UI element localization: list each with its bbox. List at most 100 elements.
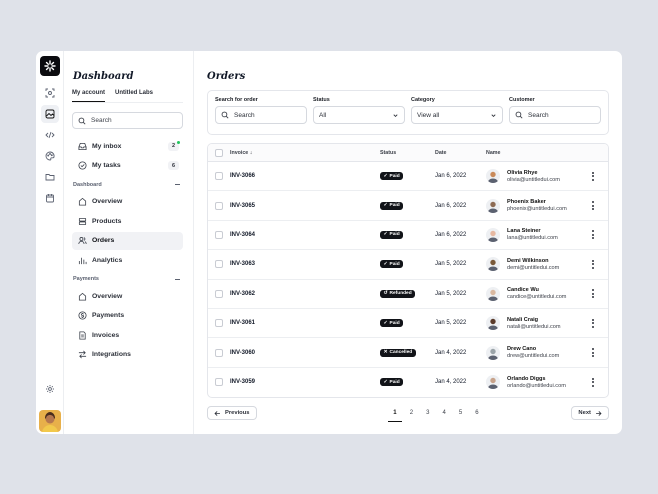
sidebar-item-payments[interactable]: Payments	[72, 307, 183, 325]
sidebar-item-my-tasks[interactable]: My tasks 6	[72, 157, 183, 175]
check-icon: ✓	[383, 203, 388, 209]
sidebar-item-products[interactable]: Products	[72, 212, 183, 230]
customer-email: phoenix@untitledui.com	[507, 206, 567, 213]
chevron-down-icon	[393, 113, 398, 117]
page-number[interactable]: 2	[409, 410, 414, 417]
more-options-icon[interactable]	[592, 259, 594, 269]
invoice-id: INV-3059	[230, 379, 256, 386]
order-date: Jan 6, 2022	[435, 231, 467, 238]
calendar-icon[interactable]	[41, 189, 59, 207]
filter-label: Status	[313, 97, 330, 103]
sidebar-item-label: Orders	[92, 237, 115, 244]
filter-label: Category	[411, 97, 435, 103]
sidebar-item-label: Products	[92, 217, 122, 225]
palette-icon[interactable]	[41, 147, 59, 165]
more-options-icon[interactable]	[592, 348, 594, 358]
invoice-id: INV-3065	[230, 202, 256, 209]
filter-customer: Customer Search	[509, 97, 601, 128]
arrow-right-icon	[596, 410, 602, 416]
folder-icon[interactable]	[41, 168, 59, 186]
section-header-payments[interactable]: Payments	[73, 276, 182, 282]
sidebar-item-overview[interactable]: Overview	[72, 193, 183, 211]
row-checkbox[interactable]	[215, 348, 223, 357]
sidebar-item-my-inbox[interactable]: My inbox 2	[72, 137, 183, 155]
column-header-invoice[interactable]: Invoice ↓	[230, 149, 253, 156]
page-number[interactable]: 3	[426, 410, 430, 417]
order-date: Jan 5, 2022	[435, 320, 467, 327]
row-checkbox[interactable]	[215, 172, 223, 181]
page-number[interactable]: 1	[387, 406, 403, 423]
table-row[interactable]: INV-3064 ✓ Paid Jan 6, 2022 Lana Steiner lana…	[208, 221, 608, 251]
more-options-icon[interactable]	[592, 201, 594, 211]
filter-status: Status All	[313, 97, 405, 128]
sidebar-item-orders[interactable]: Orders	[72, 231, 183, 250]
invoice-id: INV-3061	[230, 320, 256, 327]
page-number[interactable]: 6	[475, 410, 479, 417]
filter-category: Category View all	[411, 97, 503, 128]
more-options-icon[interactable]	[592, 289, 594, 299]
row-checkbox[interactable]	[215, 378, 223, 387]
integrations-icon	[77, 350, 87, 360]
image-icon[interactable]	[40, 105, 59, 123]
order-date: Jan 4, 2022	[435, 379, 467, 386]
select-all-checkbox[interactable]	[215, 148, 223, 157]
refund-icon: ↺	[383, 291, 388, 297]
row-checkbox[interactable]	[215, 201, 223, 210]
column-header-name: Name	[486, 149, 501, 156]
order-date: Jan 5, 2022	[435, 290, 467, 297]
table-row[interactable]: INV-3060 ✕ Cancelled Jan 4, 2022 Drew Cano dr…	[208, 338, 608, 368]
table-row[interactable]: INV-3059 ✓ Paid Jan 4, 2022 Orlando Diggs orl…	[208, 368, 608, 397]
customer-email: orlando@untitledui.com	[507, 382, 566, 389]
page-number[interactable]: 5	[458, 410, 463, 417]
status-select[interactable]: All	[313, 106, 405, 124]
column-header-date: Date	[435, 149, 447, 156]
user-avatar[interactable]	[39, 410, 61, 432]
sidebar-item-payments-overview[interactable]: Overview	[72, 287, 183, 305]
customer-search-input[interactable]: Search	[509, 106, 601, 124]
sidebar-item-integrations[interactable]: Integrations	[72, 346, 183, 364]
status-badge: ↺ Refunded	[380, 289, 416, 298]
previous-button[interactable]: Previous	[207, 406, 257, 421]
sidebar-search-input[interactable]: Search	[72, 112, 183, 129]
check-icon: ✓	[383, 232, 388, 238]
section-header-dashboard[interactable]: Dashboard	[73, 182, 182, 188]
row-checkbox[interactable]	[215, 230, 223, 239]
table-row[interactable]: INV-3061 ✓ Paid Jan 5, 2022 Natali Craig nata…	[208, 309, 608, 339]
more-options-icon[interactable]	[592, 318, 594, 328]
order-search-input[interactable]: Search	[215, 106, 307, 124]
row-checkbox[interactable]	[215, 319, 223, 328]
arrow-left-icon	[214, 410, 220, 416]
order-date: Jan 6, 2022	[435, 173, 467, 180]
row-checkbox[interactable]	[215, 289, 223, 298]
check-icon: ✓	[383, 173, 388, 179]
more-options-icon[interactable]	[592, 171, 594, 181]
settings-icon[interactable]	[41, 380, 59, 398]
tasks-count-badge: 6	[168, 161, 179, 170]
check-icon: ✓	[383, 379, 388, 385]
page-number[interactable]: 4	[442, 410, 446, 417]
status-badge: ✓ Paid	[380, 230, 404, 239]
customer-name: Natali Craig	[507, 316, 539, 323]
logo-icon[interactable]	[39, 56, 60, 76]
table-row[interactable]: INV-3065 ✓ Paid Jan 6, 2022 Phoenix Baker pho…	[208, 191, 608, 221]
category-select[interactable]: View all	[411, 106, 503, 124]
tab-my-account[interactable]: My account	[72, 90, 106, 102]
table-row[interactable]: INV-3062 ↺ Refunded Jan 5, 2022 Candice Wu ca…	[208, 280, 608, 309]
more-options-icon[interactable]	[592, 230, 594, 240]
row-checkbox[interactable]	[215, 260, 223, 269]
sidebar-item-invoices[interactable]: Invoices	[72, 326, 183, 344]
tab-untitled-labs[interactable]: Untitled Labs	[115, 90, 154, 96]
table-row[interactable]: INV-3066 ✓ Paid Jan 6, 2022 Olivia Rhye olivi…	[208, 162, 608, 192]
order-date: Jan 4, 2022	[435, 349, 467, 356]
next-button[interactable]: Next	[571, 406, 609, 421]
invoice-id: INV-3062	[230, 290, 256, 297]
scan-icon[interactable]	[41, 84, 59, 102]
avatar	[486, 198, 500, 213]
code-icon[interactable]	[41, 126, 59, 144]
status-badge: ✓ Paid	[380, 260, 404, 269]
customer-name: Orlando Diggs	[507, 375, 546, 382]
more-options-icon[interactable]	[592, 377, 594, 387]
table-row[interactable]: INV-3063 ✓ Paid Jan 5, 2022 Demi Wilkinson de…	[208, 250, 608, 280]
sidebar-item-analytics[interactable]: Analytics	[72, 251, 183, 269]
